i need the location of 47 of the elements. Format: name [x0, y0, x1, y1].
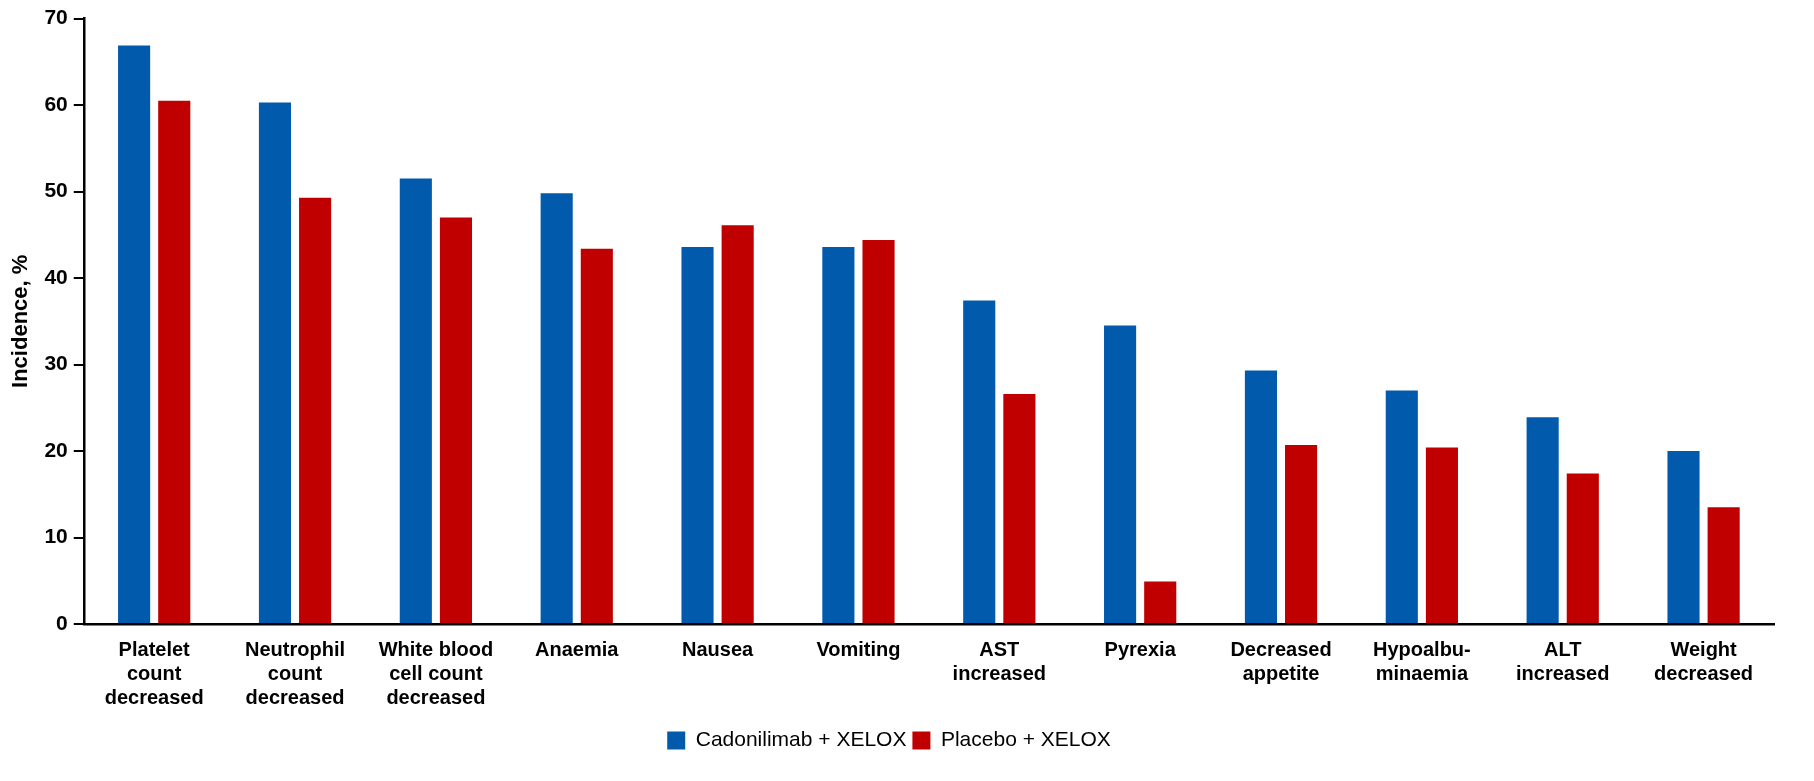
bar — [399, 178, 432, 623]
bar — [258, 102, 292, 623]
bar — [721, 225, 754, 623]
bar — [1104, 325, 1137, 623]
x-tick-label: Platelet count decreased — [104, 637, 204, 708]
bar — [1244, 370, 1277, 623]
x-tick-label: Anaemia — [535, 637, 620, 660]
x-tick-label: Pyrexia — [1104, 637, 1177, 660]
x-tick-label: Hypoalbu-minaemia — [1372, 637, 1471, 684]
x-tick-label: White blood cell count decreased — [378, 637, 494, 708]
bar — [963, 300, 996, 623]
y-tick-label: 0 — [56, 610, 68, 634]
y-tick-label: 50 — [44, 178, 68, 202]
bar — [1144, 581, 1177, 623]
x-tick-label: Nausea — [682, 637, 755, 660]
bar — [439, 217, 473, 623]
bar — [681, 246, 714, 623]
y-tick-label: 60 — [44, 91, 68, 115]
x-tick-label: Weight decreased — [1654, 637, 1754, 684]
bar — [822, 246, 855, 623]
bar — [1667, 451, 1700, 623]
y-tick-label: 30 — [44, 351, 68, 375]
x-tick-label: Neutrophil count decreased — [245, 637, 346, 708]
y-tick-label: 10 — [44, 524, 68, 548]
x-tick-label: AST increased — [952, 637, 1046, 684]
y-tick-label: 20 — [44, 437, 68, 461]
legend-label: Cadonilimab + XELOX — [695, 727, 907, 751]
bar — [1566, 473, 1599, 623]
bar — [1707, 507, 1740, 623]
bar — [118, 45, 151, 623]
x-tick-label: Decreased appetite — [1230, 637, 1332, 684]
y-tick-label: 40 — [44, 264, 68, 288]
bar — [1425, 447, 1458, 623]
legend-label: Placebo + XELOX — [940, 727, 1111, 751]
bar — [1385, 390, 1418, 623]
bar — [540, 193, 573, 623]
y-tick-label: 70 — [44, 5, 68, 29]
bar — [1003, 393, 1036, 623]
x-tick-label: ALT increased — [1516, 637, 1610, 684]
x-tick-label: Vomiting — [816, 637, 901, 660]
bar — [862, 240, 895, 623]
bar — [1526, 417, 1559, 623]
bar — [299, 197, 332, 623]
bar — [580, 248, 613, 623]
y-axis-title: Incidence, % — [7, 254, 33, 388]
bar — [1285, 444, 1318, 623]
bar — [158, 100, 191, 623]
